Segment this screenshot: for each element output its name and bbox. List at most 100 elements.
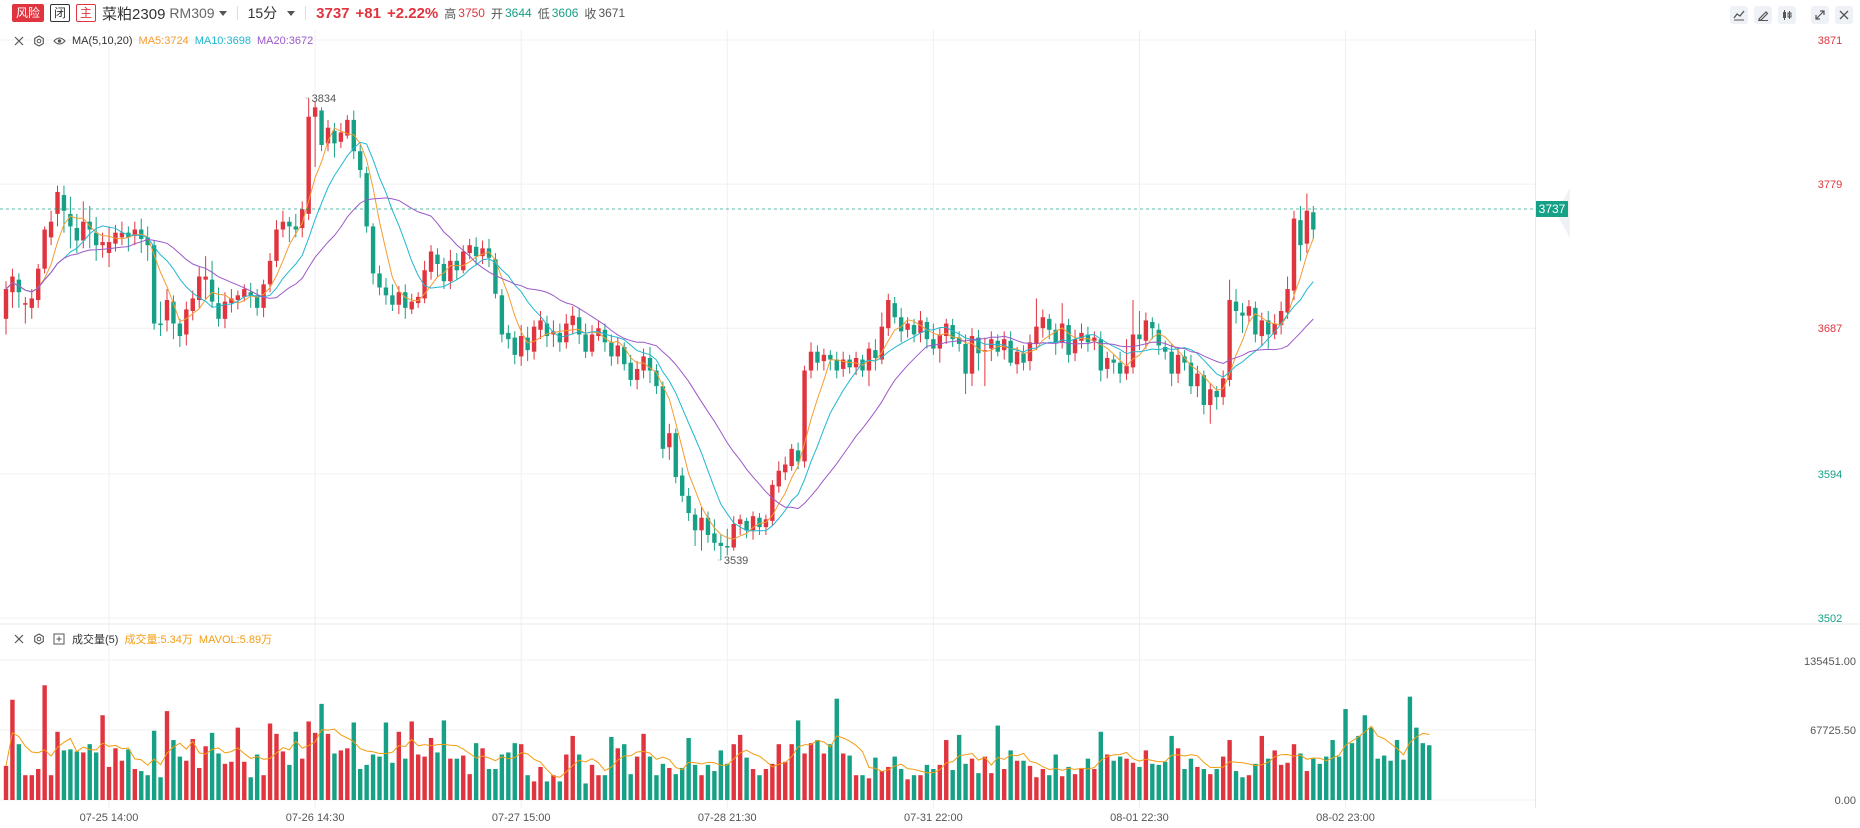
candle xyxy=(312,107,318,117)
candle xyxy=(879,326,885,360)
candle xyxy=(944,323,949,337)
candle xyxy=(409,301,414,310)
volume-bar xyxy=(680,767,685,800)
candle xyxy=(132,229,137,236)
volume-bar xyxy=(1336,756,1342,800)
volume-bar xyxy=(197,767,202,800)
toggle-visibility-button[interactable] xyxy=(52,34,66,48)
candle xyxy=(1053,329,1058,343)
candle xyxy=(937,334,942,349)
interval-selector[interactable]: 15分 xyxy=(248,3,296,23)
candle xyxy=(950,325,955,340)
candle xyxy=(209,279,215,302)
volume-bar xyxy=(783,761,788,800)
volume-bar xyxy=(602,775,608,800)
candle xyxy=(306,116,311,214)
chart-type-button[interactable] xyxy=(1730,6,1748,24)
candle xyxy=(834,359,839,371)
candle xyxy=(1143,320,1149,341)
candle xyxy=(448,260,453,282)
volume-bar xyxy=(1362,715,1368,800)
candle xyxy=(383,287,389,296)
candle xyxy=(531,326,537,352)
volume-bar xyxy=(525,775,530,800)
header-bar: 风险 闭 主 菜粕2309 RM309 15分 3737 +81 +2.22% … xyxy=(0,0,1860,26)
price-change-pct: +2.22% xyxy=(386,4,439,22)
volume-bar xyxy=(712,771,717,800)
price-change: +81 xyxy=(355,4,381,22)
volume-bar xyxy=(261,775,266,800)
price-axis-label: 3687 xyxy=(1818,323,1842,335)
volume-bar xyxy=(660,763,666,800)
volume-bar xyxy=(982,756,988,800)
ma5-value: MA5:3724 xyxy=(138,35,189,47)
mavol-line xyxy=(5,725,1430,778)
candle-style-button[interactable] xyxy=(1778,6,1796,24)
close-window-button[interactable] xyxy=(1835,6,1853,24)
open-value: 3644 xyxy=(505,6,532,20)
time-axis-label: 08-01 22:30 xyxy=(1110,812,1169,824)
candle xyxy=(969,336,975,374)
candle xyxy=(42,229,47,269)
volume-bar xyxy=(319,703,324,800)
candle xyxy=(1098,339,1103,371)
candle xyxy=(325,127,331,144)
high-value: 3750 xyxy=(458,6,485,20)
volume-settings-button[interactable] xyxy=(32,632,46,646)
candle xyxy=(1117,362,1123,374)
close-icon xyxy=(14,36,24,46)
candle xyxy=(29,298,34,308)
candle xyxy=(345,119,350,136)
volume-bar xyxy=(673,774,678,800)
volume-bar xyxy=(1072,774,1078,800)
candle xyxy=(274,229,279,261)
candle xyxy=(750,516,756,531)
volume-bar xyxy=(248,777,253,800)
candle xyxy=(770,484,775,521)
candle xyxy=(100,242,105,246)
candle xyxy=(55,191,60,214)
volume-bar xyxy=(995,725,1000,800)
candle xyxy=(106,242,112,254)
volume-bar xyxy=(3,765,9,800)
candle xyxy=(705,517,711,535)
candle xyxy=(1278,310,1284,326)
indicator-settings-button[interactable] xyxy=(32,34,46,48)
add-indicator-button[interactable] xyxy=(52,632,66,646)
volume-bar xyxy=(538,766,543,800)
volume-bar xyxy=(377,756,382,800)
volume-axis-label: 135451.00 xyxy=(1804,656,1856,668)
volume-bar xyxy=(1259,735,1264,800)
eye-icon xyxy=(52,37,66,45)
draw-tool-button[interactable] xyxy=(1754,6,1772,24)
remove-indicator-button[interactable] xyxy=(12,34,26,48)
volume-bar xyxy=(338,750,344,800)
candle xyxy=(377,273,382,288)
open-label: 开 xyxy=(490,6,503,21)
volume-bar xyxy=(1253,763,1258,800)
candle xyxy=(248,292,253,296)
settings-icon xyxy=(34,633,44,645)
volume-title: 成交量(5) xyxy=(72,634,119,646)
volume-bar xyxy=(898,768,904,800)
mavol-value: MAVOL:5.89万 xyxy=(198,634,273,646)
volume-bar xyxy=(1047,775,1052,800)
remove-volume-button[interactable] xyxy=(12,632,26,646)
volume-bar xyxy=(1381,755,1387,800)
volume-bar xyxy=(87,744,92,800)
time-axis-label: 07-25 14:00 xyxy=(80,812,139,824)
volume-bar xyxy=(654,775,659,800)
volume-bar xyxy=(351,722,356,800)
candle xyxy=(1105,357,1110,369)
volume-bar xyxy=(937,764,942,800)
candle xyxy=(1163,347,1168,352)
candle xyxy=(235,295,241,301)
time-axis-label: 08-02 23:00 xyxy=(1316,812,1375,824)
candle xyxy=(976,337,981,354)
candle xyxy=(1285,289,1290,313)
symbol-selector[interactable]: 菜粕2309 RM309 xyxy=(102,3,227,24)
volume-bar xyxy=(415,754,421,800)
symbol-name: 菜粕2309 xyxy=(102,5,166,23)
fullscreen-button[interactable] xyxy=(1811,6,1829,24)
